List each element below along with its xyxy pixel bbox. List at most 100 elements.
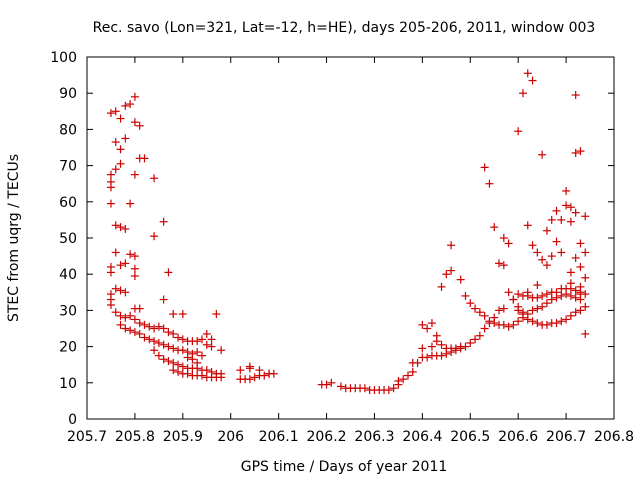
y-tick-label: 20 — [59, 340, 77, 356]
data-point — [126, 100, 135, 109]
data-point — [423, 353, 432, 362]
data-point — [408, 367, 417, 376]
data-point — [562, 186, 571, 195]
chart-title: Rec. savo (Lon=321, Lat=-12, h=HE), days… — [93, 20, 596, 36]
data-point — [111, 284, 120, 293]
data-point — [480, 324, 489, 333]
data-point — [523, 221, 532, 230]
data-point — [394, 376, 403, 385]
data-point — [111, 248, 120, 257]
data-point — [403, 371, 412, 380]
data-point — [538, 320, 547, 329]
data-point — [111, 107, 120, 116]
data-point — [566, 291, 575, 300]
data-point — [442, 270, 451, 279]
data-point — [552, 288, 561, 297]
data-point — [418, 344, 427, 353]
data-point — [178, 362, 187, 371]
data-point — [116, 320, 125, 329]
data-point — [126, 199, 135, 208]
data-point — [547, 215, 556, 224]
data-point — [480, 163, 489, 172]
data-point — [121, 313, 130, 322]
data-point — [121, 224, 130, 233]
data-point — [571, 308, 580, 317]
data-point — [514, 302, 523, 311]
data-point — [571, 148, 580, 157]
data-point — [495, 306, 504, 315]
data-point — [150, 174, 159, 183]
data-point — [557, 248, 566, 257]
data-point — [533, 293, 542, 302]
data-point — [202, 329, 211, 338]
data-point — [547, 295, 556, 304]
data-point — [111, 221, 120, 230]
data-point — [571, 286, 580, 295]
data-point — [111, 308, 120, 317]
data-point — [116, 145, 125, 154]
data-point — [140, 320, 149, 329]
data-point — [183, 353, 192, 362]
y-tick-label: 50 — [59, 231, 77, 247]
data-point — [576, 239, 585, 248]
data-point — [566, 311, 575, 320]
data-point — [188, 355, 197, 364]
x-tick-label: 206.3 — [354, 429, 394, 445]
data-point — [207, 342, 216, 351]
data-point — [538, 255, 547, 264]
data-point — [169, 329, 178, 338]
data-point — [135, 329, 144, 338]
data-point — [504, 239, 513, 248]
data-point — [528, 76, 537, 85]
data-point — [121, 259, 130, 268]
data-point — [528, 306, 537, 315]
data-point — [178, 335, 187, 344]
y-tick-label: 30 — [59, 303, 77, 319]
y-tick-label: 10 — [59, 376, 77, 392]
data-point — [542, 226, 551, 235]
data-point — [193, 348, 202, 357]
y-tick-label: 70 — [59, 159, 77, 175]
data-point — [245, 375, 254, 384]
plot-frame — [86, 56, 615, 420]
data-point — [145, 322, 154, 331]
data-point — [183, 369, 192, 378]
data-point — [466, 338, 475, 347]
x-tick-label: 206.6 — [498, 429, 538, 445]
data-point — [217, 373, 226, 382]
data-point — [217, 346, 226, 355]
y-tick-label: 80 — [59, 122, 77, 138]
data-point — [174, 333, 183, 342]
x-tick-label: 205.9 — [163, 429, 203, 445]
data-point — [154, 351, 163, 360]
data-point — [581, 290, 590, 299]
data-point — [581, 248, 590, 257]
data-point — [164, 268, 173, 277]
data-point — [269, 369, 278, 378]
data-point — [571, 208, 580, 217]
data-point — [557, 291, 566, 300]
data-point — [106, 109, 115, 118]
data-point — [197, 351, 206, 360]
data-point — [427, 319, 436, 328]
data-point — [389, 384, 398, 393]
data-point — [557, 317, 566, 326]
data-point — [130, 252, 139, 261]
data-point — [135, 121, 144, 130]
data-point — [456, 275, 465, 284]
x-axis-label: GPS time / Days of year 2011 — [241, 459, 448, 475]
data-point — [159, 355, 168, 364]
data-point — [322, 380, 331, 389]
data-point — [126, 250, 135, 259]
data-point — [471, 335, 480, 344]
data-points — [106, 69, 590, 395]
data-point — [106, 300, 115, 309]
data-point — [571, 293, 580, 302]
x-tick-label: 206.7 — [546, 429, 586, 445]
data-point — [518, 89, 527, 98]
data-point — [193, 358, 202, 367]
data-point — [169, 344, 178, 353]
data-point — [566, 203, 575, 212]
data-point — [135, 304, 144, 313]
data-point — [499, 304, 508, 313]
